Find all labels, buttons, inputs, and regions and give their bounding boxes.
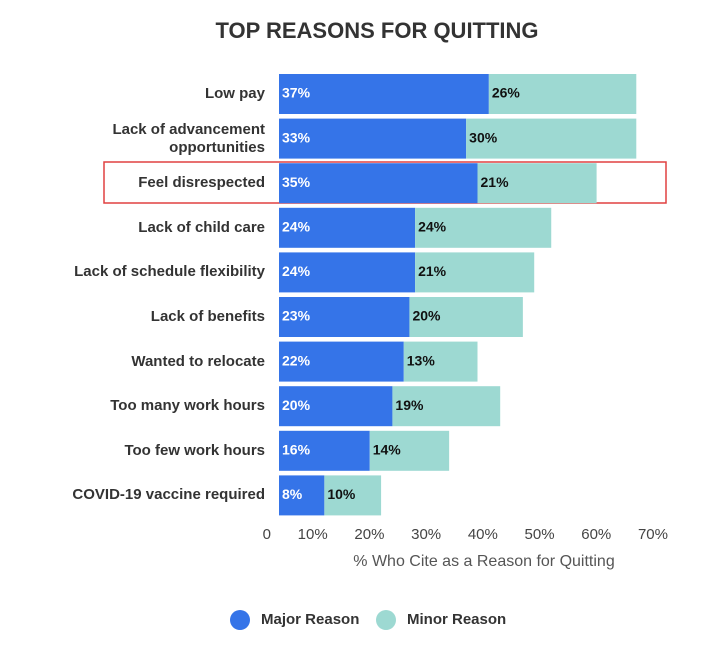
value-label: 19%	[395, 397, 424, 413]
value-label: 30%	[469, 129, 498, 145]
bar-segment	[279, 475, 325, 516]
x-tick-label: 0	[263, 526, 271, 543]
legend-label: Minor Reason	[407, 611, 506, 628]
value-label: 13%	[407, 352, 436, 368]
x-tick-label: 30%	[411, 526, 441, 543]
value-label: 33%	[282, 129, 311, 145]
category-label: Too few work hours	[124, 441, 265, 459]
chart-title: TOP REASONS FOR QUITTING	[215, 18, 538, 43]
category-label: Lack of advancement opportunities	[112, 120, 265, 156]
legend-label: Major Reason	[261, 611, 359, 628]
value-label: 8%	[282, 486, 303, 502]
bar-segment	[392, 386, 501, 427]
bar-segment	[279, 118, 467, 159]
value-label: 14%	[373, 442, 402, 458]
value-label: 21%	[481, 174, 510, 190]
bar-segment	[403, 341, 478, 382]
bar-segment	[369, 430, 450, 471]
value-label: 24%	[282, 263, 311, 279]
x-tick-label: 60%	[581, 526, 611, 543]
value-label: 37%	[282, 85, 311, 101]
bar-segment	[415, 207, 552, 248]
bar-segment	[279, 252, 416, 293]
bar-segment	[409, 297, 523, 337]
bar-segment	[415, 252, 535, 293]
bar-segment	[324, 475, 382, 516]
value-label: 10%	[327, 486, 356, 502]
category-label: Feel disrespected	[138, 174, 265, 192]
value-label: 23%	[282, 308, 311, 324]
category-label: Lack of child care	[138, 218, 265, 236]
value-label: 20%	[412, 308, 441, 324]
value-label: 16%	[282, 442, 311, 458]
value-label: 24%	[282, 219, 311, 235]
value-label: 35%	[282, 174, 311, 190]
value-label: 20%	[282, 397, 311, 413]
value-label: 24%	[418, 219, 447, 235]
category-label: Lack of schedule flexibility	[74, 263, 265, 281]
x-axis-title: % Who Cite as a Reason for Quitting	[353, 553, 614, 570]
bar-segment	[279, 430, 370, 471]
legend-marker	[230, 610, 250, 630]
x-tick-label: 20%	[354, 526, 384, 543]
bar-segment	[279, 163, 478, 204]
category-label: Wanted to relocate	[131, 352, 265, 370]
bar-segment	[466, 118, 637, 159]
bar-segment	[279, 386, 393, 427]
legend-marker	[376, 610, 396, 630]
bar-segment	[279, 341, 404, 382]
category-label: Too many work hours	[110, 397, 265, 415]
bar-segment	[279, 297, 410, 337]
value-label: 26%	[492, 85, 521, 101]
value-label: 21%	[418, 263, 447, 279]
category-label: COVID-19 vaccine required	[72, 486, 265, 504]
bar-segment	[488, 74, 637, 114]
bar-segment	[477, 163, 597, 204]
x-tick-label: 10%	[298, 526, 328, 543]
value-label: 22%	[282, 352, 311, 368]
bar-segment	[279, 74, 489, 114]
x-tick-label: 40%	[468, 526, 498, 543]
x-tick-label: 50%	[525, 526, 555, 543]
category-label: Low pay	[204, 85, 265, 102]
x-tick-label: 70%	[638, 526, 668, 543]
bar-segment	[279, 207, 416, 248]
category-label: Lack of benefits	[150, 308, 265, 325]
